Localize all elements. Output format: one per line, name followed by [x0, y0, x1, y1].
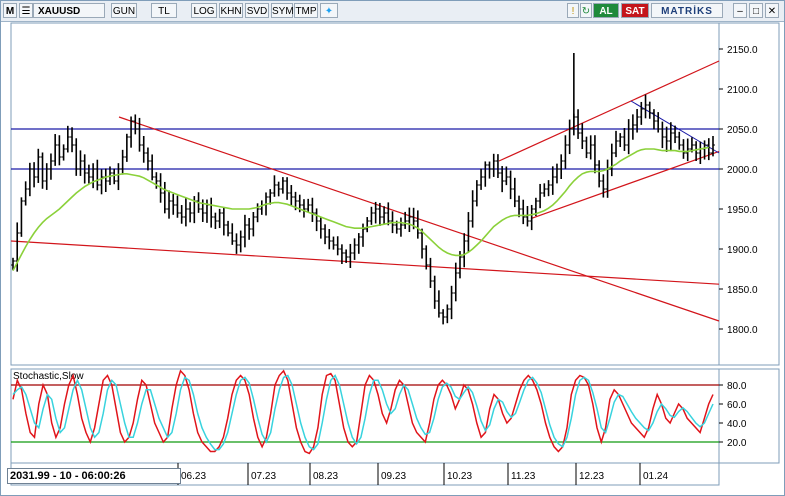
price-tick-label: 2050.0	[727, 125, 758, 136]
time-tick-label: 08.23	[313, 471, 338, 482]
time-tick-label: 09.23	[381, 471, 406, 482]
price-tick-label: 2150.0	[727, 45, 758, 56]
period-button[interactable]: GUN	[111, 3, 137, 18]
trendline-long-support	[10, 240, 720, 285]
refresh-icon[interactable]: ↻	[580, 3, 592, 18]
chart-toolbar: M ☰ XAUUSD GUN TL LOG KHN SVD SYM TMP ✦ …	[1, 1, 784, 22]
price-tick-label: 1800.0	[727, 325, 758, 336]
stochastic-title: Stochastic,Slow	[13, 371, 84, 382]
stochastic-tick-label: 60.0	[727, 400, 747, 411]
alert-icon[interactable]: !	[567, 3, 579, 18]
twitter-icon[interactable]: ✦	[320, 3, 338, 18]
khn-button[interactable]: KHN	[219, 3, 243, 18]
price-tick-label: 1950.0	[727, 205, 758, 216]
channel-upper-line	[498, 60, 720, 162]
status-readout: 2031.99 - 10 - 06:00:26	[7, 468, 181, 484]
time-tick-label: 07.23	[251, 471, 276, 482]
time-tick-label: 12.23	[579, 471, 604, 482]
symbol-search-icon[interactable]: ☰	[19, 3, 33, 18]
price-tick-label: 1850.0	[727, 285, 758, 296]
buy-button[interactable]: AL	[593, 3, 619, 18]
tmp-button[interactable]: TMP	[294, 3, 318, 18]
stochastic-k-line	[12, 369, 714, 455]
stochastic-tick-label: 20.0	[727, 438, 747, 449]
price-axis	[718, 22, 780, 366]
maximize-icon[interactable]: □	[749, 3, 763, 18]
time-tick-label: 10.23	[447, 471, 472, 482]
menu-button[interactable]: M	[3, 3, 17, 18]
channel-lower-line	[530, 150, 720, 220]
stochastic-tick-label: 80.0	[727, 381, 747, 392]
price-panel	[10, 22, 720, 366]
trendline-downtrend	[118, 116, 720, 322]
brand-logo: MATRİKS	[651, 3, 723, 18]
minimize-icon[interactable]: –	[733, 3, 747, 18]
time-tick-label: 01.24	[643, 471, 668, 482]
price-tick-label: 2100.0	[727, 85, 758, 96]
time-tick-label: 06.23	[181, 471, 206, 482]
stochastic-tick-label: 40.0	[727, 419, 747, 430]
sym-button[interactable]: SYM	[271, 3, 294, 18]
stochastic-axis	[718, 368, 780, 464]
close-icon[interactable]: ✕	[765, 3, 779, 18]
currency-button[interactable]: TL	[151, 3, 177, 18]
svd-button[interactable]: SVD	[245, 3, 269, 18]
stochastic-d-line	[12, 374, 714, 451]
sell-button[interactable]: SAT	[621, 3, 649, 18]
symbol-field[interactable]: XAUUSD	[33, 3, 105, 18]
log-button[interactable]: LOG	[191, 3, 217, 18]
moving-average-line	[12, 146, 709, 271]
price-tick-label: 1900.0	[727, 245, 758, 256]
time-tick-label: 11.23	[511, 471, 536, 482]
price-tick-label: 2000.0	[727, 165, 758, 176]
